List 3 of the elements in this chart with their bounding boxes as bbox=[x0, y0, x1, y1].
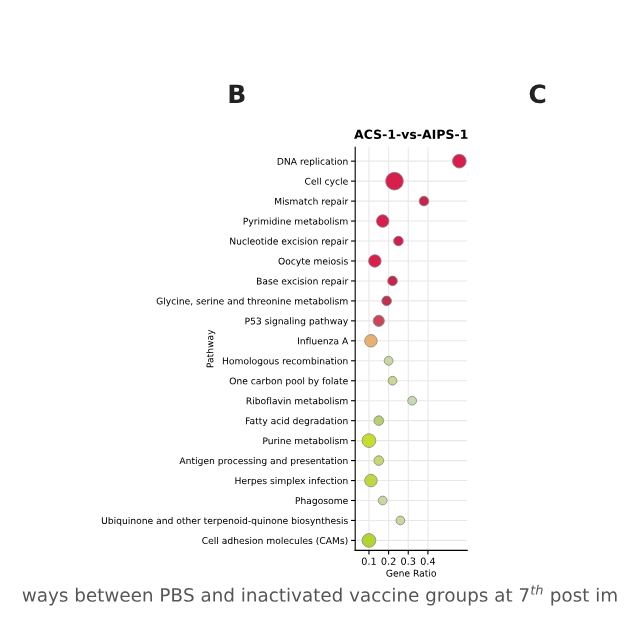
text: B bbox=[229, 84, 245, 103]
text: C bbox=[529, 84, 546, 104]
text: ways between PBS and inactivated vaccine groups at 7$^{th}$ post im bbox=[22, 584, 617, 606]
